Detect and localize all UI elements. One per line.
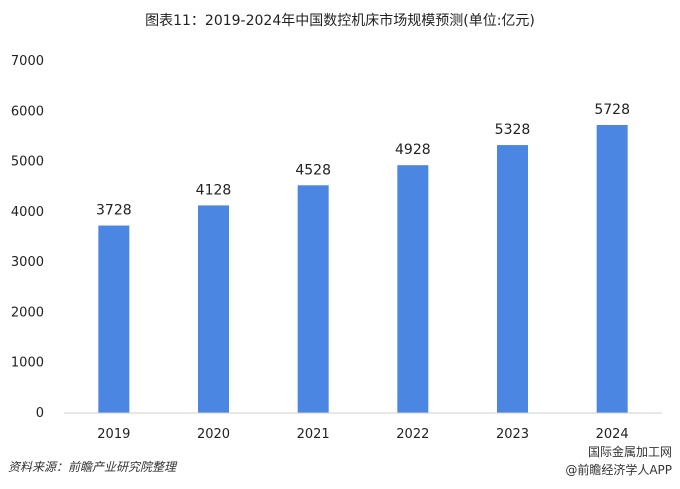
data-label-2021: 4528 — [295, 162, 331, 178]
y-tick-label: 3000 — [11, 255, 44, 270]
y-tick-label: 4000 — [11, 205, 44, 220]
y-tick-label: 5000 — [11, 155, 44, 170]
y-tick-label: 7000 — [11, 54, 44, 69]
bar-2019 — [98, 225, 130, 413]
y-tick-label: 6000 — [11, 104, 44, 119]
bar-2024 — [596, 124, 628, 413]
y-tick-label: 2000 — [11, 305, 44, 320]
data-label-2022: 4928 — [395, 142, 431, 158]
x-axis: 2019 2020 2021 2022 2023 2024 — [64, 412, 662, 442]
y-tick-label: 0 — [36, 406, 44, 421]
bar-2020 — [198, 205, 229, 413]
data-label-2019: 3728 — [96, 203, 132, 219]
footer-app-name: @前瞻经济学人APP — [565, 462, 672, 477]
data-label-2020: 4128 — [196, 182, 232, 198]
source-note: 资料来源：前瞻产业研究院整理 — [8, 460, 178, 474]
x-tick-label-2024: 2024 — [596, 427, 629, 442]
bar-series: 3728 4128 4528 4928 5328 5728 — [96, 102, 630, 414]
x-tick-label-2022: 2022 — [396, 427, 429, 442]
y-axis: 0 1000 2000 3000 4000 5000 6000 7000 — [11, 54, 44, 421]
data-label-2023: 5328 — [495, 122, 531, 138]
bar-2021 — [297, 185, 329, 413]
x-tick-label-2023: 2023 — [496, 427, 529, 442]
y-tick-label: 1000 — [11, 356, 44, 371]
data-label-2024: 5728 — [594, 102, 630, 118]
x-tick-label-2020: 2020 — [197, 427, 230, 442]
x-tick-label-2021: 2021 — [297, 427, 330, 442]
x-tick-label-2019: 2019 — [97, 427, 130, 442]
bar-2022 — [397, 165, 429, 413]
footer-site-name: 国际金属加工网 — [588, 444, 672, 459]
chart-title: 图表11：2019-2024年中国数控机床市场规模预测(单位:亿元) — [145, 12, 535, 29]
bar-2023 — [497, 145, 528, 414]
